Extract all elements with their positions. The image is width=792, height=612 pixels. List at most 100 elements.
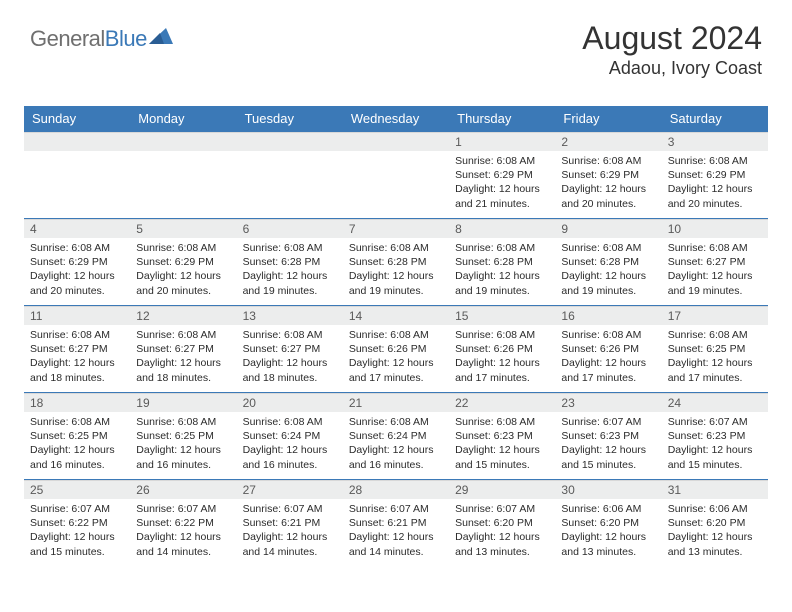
day-details: Sunrise: 6:08 AMSunset: 6:24 PMDaylight:… [343,412,449,476]
calendar-day-cell: 30Sunrise: 6:06 AMSunset: 6:20 PMDayligh… [555,480,661,567]
calendar-day-cell: 27Sunrise: 6:07 AMSunset: 6:21 PMDayligh… [237,480,343,567]
brand-part1: General [30,26,105,52]
brand-triangle-icon [149,26,173,52]
calendar-day-cell: 23Sunrise: 6:07 AMSunset: 6:23 PMDayligh… [555,393,661,480]
calendar-day-cell: 31Sunrise: 6:06 AMSunset: 6:20 PMDayligh… [662,480,768,567]
day-number-bar [237,132,343,151]
day-details: Sunrise: 6:08 AMSunset: 6:28 PMDaylight:… [449,238,555,302]
calendar-day-cell: 7Sunrise: 6:08 AMSunset: 6:28 PMDaylight… [343,219,449,306]
calendar-day-cell [24,132,130,219]
day-details: Sunrise: 6:07 AMSunset: 6:23 PMDaylight:… [555,412,661,476]
calendar-day-cell: 2Sunrise: 6:08 AMSunset: 6:29 PMDaylight… [555,132,661,219]
brand-part2: Blue [105,26,147,52]
weekday-header: Saturday [662,106,768,132]
day-details: Sunrise: 6:07 AMSunset: 6:22 PMDaylight:… [24,499,130,563]
calendar-day-cell: 22Sunrise: 6:08 AMSunset: 6:23 PMDayligh… [449,393,555,480]
day-number: 29 [449,480,555,499]
calendar-day-cell: 17Sunrise: 6:08 AMSunset: 6:25 PMDayligh… [662,306,768,393]
calendar-body: 1Sunrise: 6:08 AMSunset: 6:29 PMDaylight… [24,132,768,567]
day-details: Sunrise: 6:08 AMSunset: 6:26 PMDaylight:… [555,325,661,389]
calendar-week-row: 25Sunrise: 6:07 AMSunset: 6:22 PMDayligh… [24,480,768,567]
day-details: Sunrise: 6:07 AMSunset: 6:22 PMDaylight:… [130,499,236,563]
day-details: Sunrise: 6:08 AMSunset: 6:29 PMDaylight:… [24,238,130,302]
calendar-week-row: 11Sunrise: 6:08 AMSunset: 6:27 PMDayligh… [24,306,768,393]
calendar: SundayMondayTuesdayWednesdayThursdayFrid… [24,106,768,566]
day-details: Sunrise: 6:08 AMSunset: 6:27 PMDaylight:… [130,325,236,389]
calendar-day-cell [343,132,449,219]
day-details: Sunrise: 6:08 AMSunset: 6:29 PMDaylight:… [130,238,236,302]
day-number: 6 [237,219,343,238]
weekday-header: Wednesday [343,106,449,132]
day-number: 14 [343,306,449,325]
calendar-day-cell: 11Sunrise: 6:08 AMSunset: 6:27 PMDayligh… [24,306,130,393]
location: Adaou, Ivory Coast [582,58,762,79]
day-number: 22 [449,393,555,412]
month-year: August 2024 [582,22,762,56]
calendar-day-cell: 26Sunrise: 6:07 AMSunset: 6:22 PMDayligh… [130,480,236,567]
calendar-day-cell: 20Sunrise: 6:08 AMSunset: 6:24 PMDayligh… [237,393,343,480]
day-details: Sunrise: 6:08 AMSunset: 6:28 PMDaylight:… [343,238,449,302]
calendar-day-cell: 5Sunrise: 6:08 AMSunset: 6:29 PMDaylight… [130,219,236,306]
day-number: 28 [343,480,449,499]
day-number: 19 [130,393,236,412]
day-details: Sunrise: 6:08 AMSunset: 6:26 PMDaylight:… [343,325,449,389]
day-details: Sunrise: 6:08 AMSunset: 6:28 PMDaylight:… [555,238,661,302]
day-details: Sunrise: 6:08 AMSunset: 6:25 PMDaylight:… [130,412,236,476]
day-number: 24 [662,393,768,412]
page: GeneralBlue August 2024 Adaou, Ivory Coa… [0,0,792,612]
day-details: Sunrise: 6:08 AMSunset: 6:24 PMDaylight:… [237,412,343,476]
day-number-bar [24,132,130,151]
day-number: 11 [24,306,130,325]
header-right: August 2024 Adaou, Ivory Coast [582,22,762,79]
weekday-header: Friday [555,106,661,132]
weekday-header: Tuesday [237,106,343,132]
day-number: 21 [343,393,449,412]
day-number: 8 [449,219,555,238]
calendar-week-row: 1Sunrise: 6:08 AMSunset: 6:29 PMDaylight… [24,132,768,219]
calendar-day-cell: 6Sunrise: 6:08 AMSunset: 6:28 PMDaylight… [237,219,343,306]
day-number: 2 [555,132,661,151]
calendar-day-cell: 4Sunrise: 6:08 AMSunset: 6:29 PMDaylight… [24,219,130,306]
day-details: Sunrise: 6:07 AMSunset: 6:23 PMDaylight:… [662,412,768,476]
day-details: Sunrise: 6:08 AMSunset: 6:26 PMDaylight:… [449,325,555,389]
day-details: Sunrise: 6:08 AMSunset: 6:27 PMDaylight:… [24,325,130,389]
day-number: 3 [662,132,768,151]
day-number: 20 [237,393,343,412]
day-number: 30 [555,480,661,499]
day-number-bar [343,132,449,151]
day-number: 18 [24,393,130,412]
calendar-day-cell: 24Sunrise: 6:07 AMSunset: 6:23 PMDayligh… [662,393,768,480]
brand-logo: GeneralBlue [30,26,173,52]
calendar-day-cell: 28Sunrise: 6:07 AMSunset: 6:21 PMDayligh… [343,480,449,567]
day-number: 12 [130,306,236,325]
calendar-day-cell: 10Sunrise: 6:08 AMSunset: 6:27 PMDayligh… [662,219,768,306]
calendar-day-cell: 14Sunrise: 6:08 AMSunset: 6:26 PMDayligh… [343,306,449,393]
calendar-day-cell: 21Sunrise: 6:08 AMSunset: 6:24 PMDayligh… [343,393,449,480]
day-details: Sunrise: 6:08 AMSunset: 6:29 PMDaylight:… [555,151,661,215]
day-number: 4 [24,219,130,238]
calendar-day-cell: 13Sunrise: 6:08 AMSunset: 6:27 PMDayligh… [237,306,343,393]
calendar-day-cell [237,132,343,219]
calendar-day-cell: 29Sunrise: 6:07 AMSunset: 6:20 PMDayligh… [449,480,555,567]
day-details: Sunrise: 6:08 AMSunset: 6:28 PMDaylight:… [237,238,343,302]
day-number: 31 [662,480,768,499]
day-number: 26 [130,480,236,499]
calendar-day-cell: 16Sunrise: 6:08 AMSunset: 6:26 PMDayligh… [555,306,661,393]
day-number: 23 [555,393,661,412]
day-number: 16 [555,306,661,325]
calendar-day-cell: 1Sunrise: 6:08 AMSunset: 6:29 PMDaylight… [449,132,555,219]
calendar-header-row: SundayMondayTuesdayWednesdayThursdayFrid… [24,106,768,132]
calendar-day-cell: 12Sunrise: 6:08 AMSunset: 6:27 PMDayligh… [130,306,236,393]
day-details: Sunrise: 6:07 AMSunset: 6:21 PMDaylight:… [343,499,449,563]
day-details: Sunrise: 6:08 AMSunset: 6:25 PMDaylight:… [24,412,130,476]
calendar-week-row: 4Sunrise: 6:08 AMSunset: 6:29 PMDaylight… [24,219,768,306]
day-number: 5 [130,219,236,238]
day-details: Sunrise: 6:08 AMSunset: 6:25 PMDaylight:… [662,325,768,389]
day-number: 13 [237,306,343,325]
day-details: Sunrise: 6:07 AMSunset: 6:21 PMDaylight:… [237,499,343,563]
day-number: 9 [555,219,661,238]
day-details: Sunrise: 6:08 AMSunset: 6:29 PMDaylight:… [449,151,555,215]
day-number: 27 [237,480,343,499]
calendar-day-cell: 18Sunrise: 6:08 AMSunset: 6:25 PMDayligh… [24,393,130,480]
weekday-header: Thursday [449,106,555,132]
